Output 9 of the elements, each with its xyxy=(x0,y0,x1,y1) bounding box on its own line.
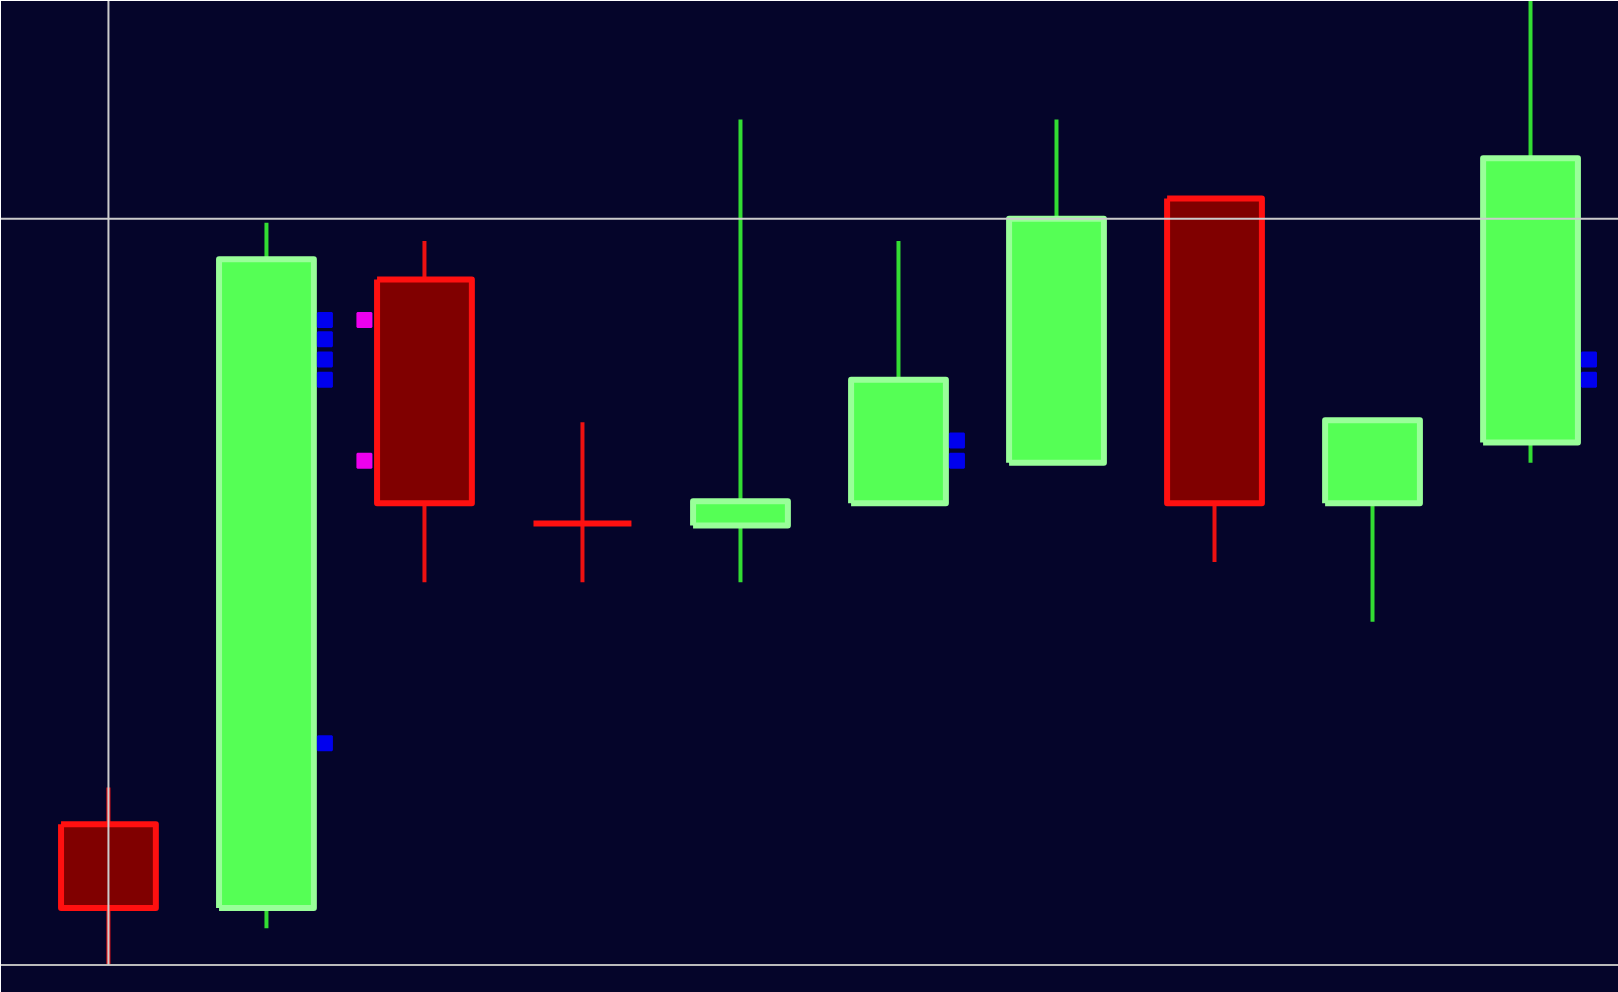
point xyxy=(948,452,965,469)
point xyxy=(316,735,333,752)
point xyxy=(1580,351,1597,368)
point xyxy=(1580,371,1597,388)
point xyxy=(948,432,965,449)
point xyxy=(316,331,333,348)
point xyxy=(316,371,333,388)
point xyxy=(316,351,333,368)
point xyxy=(316,312,333,329)
